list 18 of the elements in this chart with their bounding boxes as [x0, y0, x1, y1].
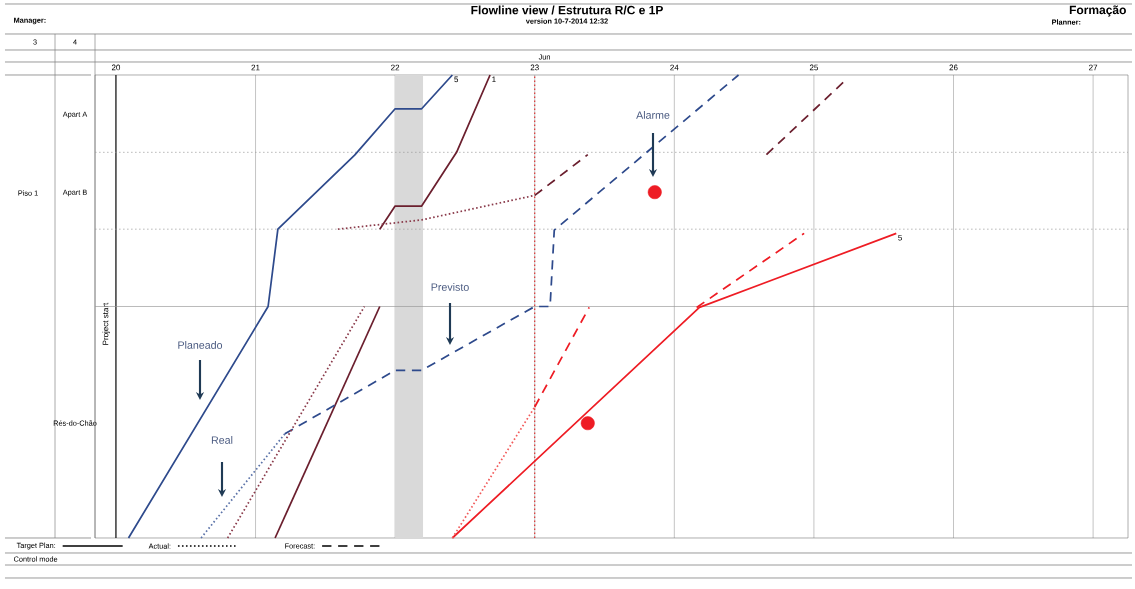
x-tick-label: 21 — [251, 64, 260, 71]
annotation: Previsto — [431, 283, 469, 291]
x-tick-label: 25 — [809, 64, 819, 71]
x-tick-label: 27 — [1089, 64, 1098, 71]
x-tick-label: 26 — [949, 64, 958, 71]
x-tick-label: 23 — [530, 64, 539, 71]
chart-title: Flowline view / Estrutura R/C e 1P — [471, 5, 663, 15]
ref-line-label: Project start — [102, 302, 110, 345]
annotation: 5 — [898, 234, 902, 241]
annotation: Alarme — [636, 111, 670, 119]
x-tick-label: 22 — [391, 64, 400, 71]
annotation: 1 — [492, 76, 496, 83]
text: Formação — [1069, 5, 1126, 17]
x-tick-label: 24 — [670, 64, 679, 71]
x-tick-label: 20 — [111, 64, 121, 71]
annotation: Real — [211, 436, 233, 444]
annotation: Planeado — [178, 341, 223, 349]
annotation: 5 — [454, 76, 459, 83]
